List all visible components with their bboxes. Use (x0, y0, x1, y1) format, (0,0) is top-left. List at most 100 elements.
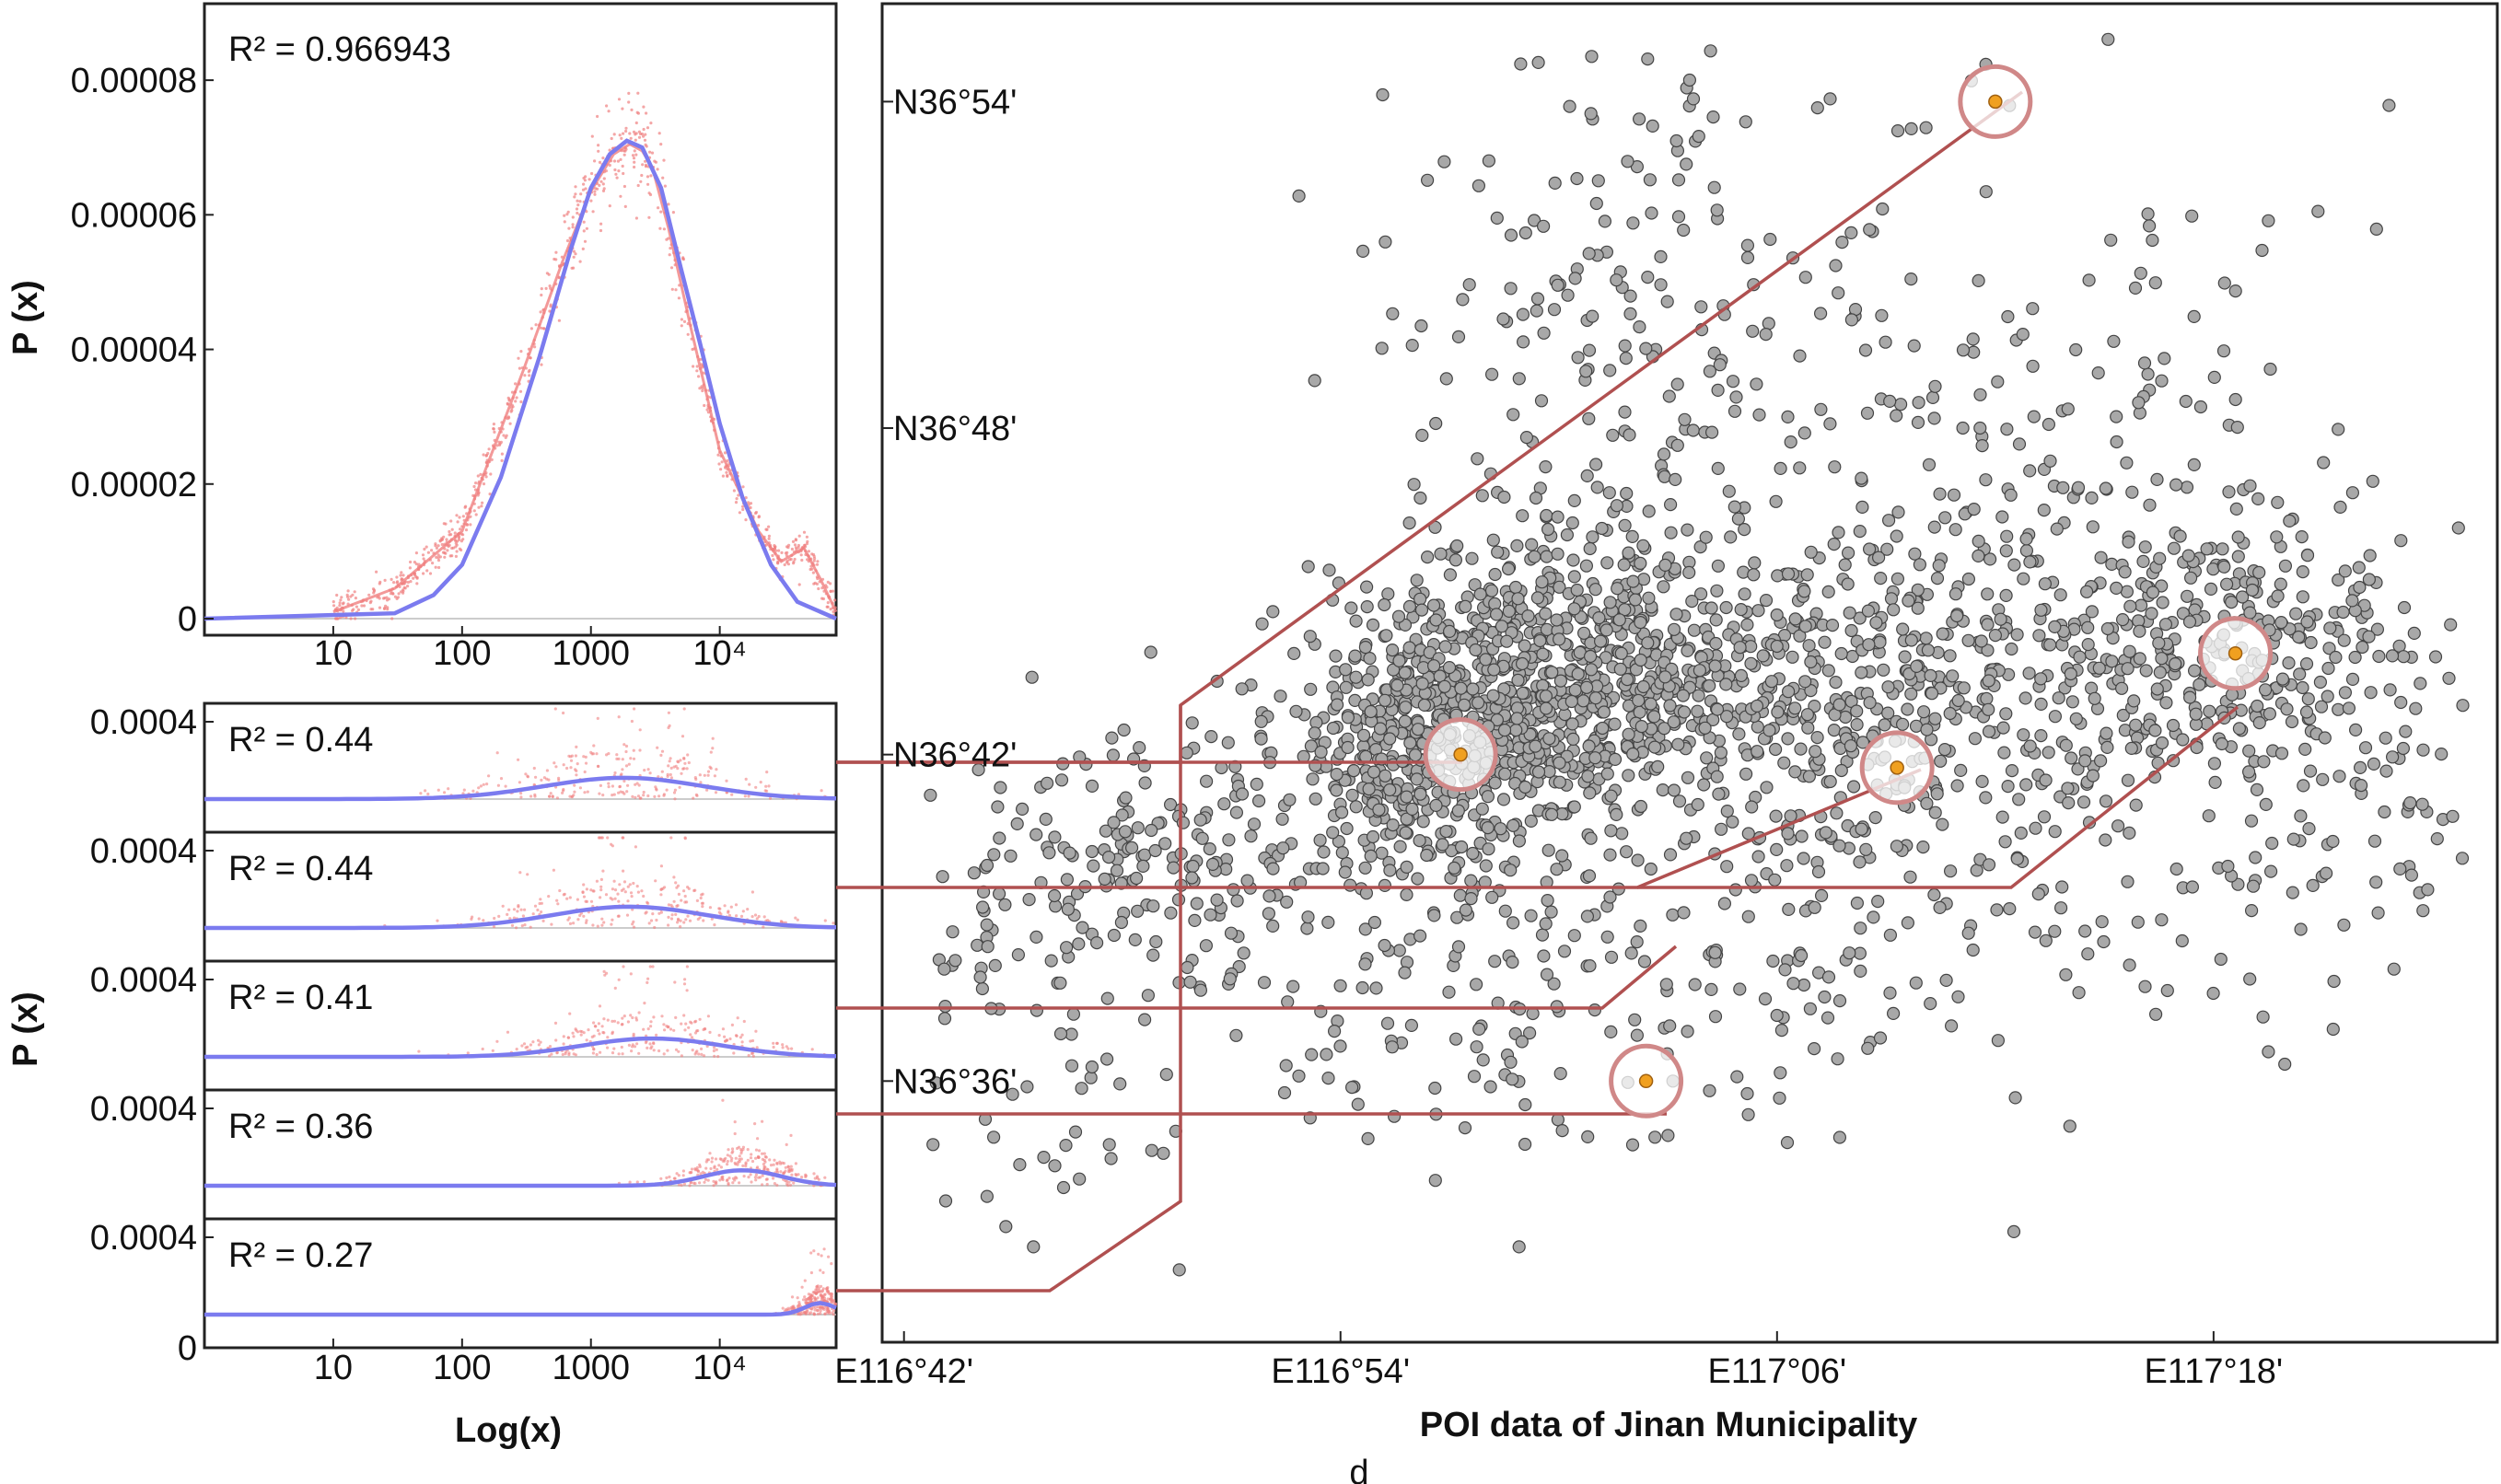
top-scatter-point (662, 158, 666, 162)
stack-scatter-point (611, 918, 614, 922)
poi-point (2094, 551, 2108, 564)
poi-point (1235, 787, 1250, 801)
top-scatter-point (425, 569, 429, 573)
poi-point (1501, 562, 1516, 576)
poi-point (1804, 545, 1818, 559)
stack-scatter-point (819, 1309, 822, 1313)
stack-scatter-point (645, 910, 648, 914)
poi-point (1797, 585, 1811, 598)
poi-point (1823, 92, 1837, 106)
poi-point (1287, 646, 1301, 661)
poi-point (1626, 747, 1640, 761)
top-scatter-point (472, 509, 476, 513)
poi-point (2017, 728, 2030, 742)
top-scatter-point (780, 551, 784, 555)
stack-scatter-point (657, 1049, 661, 1053)
stack-scatter-point (557, 776, 561, 780)
stack-scatter-point (693, 1168, 697, 1172)
poi-point (1275, 812, 1289, 826)
stack-scatter-point (673, 797, 677, 801)
top-scatter-point (450, 546, 454, 551)
poi-point (1961, 572, 1975, 586)
poi-point (1810, 730, 1824, 745)
poi-point (1404, 1018, 1419, 1033)
stack-scatter-point (702, 919, 705, 922)
stack-scatter-point (749, 1039, 752, 1043)
poi-point (1982, 702, 1995, 716)
stack-scatter-point (787, 1180, 791, 1184)
top-scatter-point (719, 468, 723, 471)
stack-scatter-point (708, 906, 713, 910)
stack-scatter-point (622, 779, 626, 783)
stack-scatter-point (635, 1042, 639, 1046)
poi-point (1913, 558, 1926, 572)
top-scatter-point (508, 422, 512, 425)
stack-ytick-label: 0.0004 (90, 1219, 197, 1258)
poi-point (2133, 624, 2146, 638)
stack-scatter-point (708, 1030, 712, 1034)
stack-scatter-point (788, 1183, 793, 1187)
top-scatter-point (608, 163, 611, 168)
poi-point (1355, 980, 1369, 995)
stack-scatter-point (539, 898, 542, 901)
poi-point (1727, 404, 1742, 418)
top-scatter-point (659, 143, 663, 146)
poi-point (1438, 640, 1452, 654)
stack-scatter-point (730, 1023, 735, 1026)
poi-point (1903, 870, 1917, 884)
poi-point (1617, 558, 1631, 572)
poi-point (1917, 705, 1931, 719)
poi-point (1515, 1035, 1529, 1049)
poi-point (2207, 757, 2221, 771)
poi-point (1672, 794, 1687, 808)
top-scatter-point (573, 195, 576, 199)
stack-scatter-point (649, 1025, 653, 1028)
stack-scatter-point (739, 1036, 743, 1039)
stack-scatter-point (695, 794, 699, 798)
poi-point (2121, 773, 2135, 787)
top-scatter-point (553, 257, 556, 261)
stack-scatter-point (816, 1305, 820, 1309)
poi-point (1266, 919, 1280, 933)
poi-point (1758, 991, 1773, 1006)
poi-point (1500, 634, 1514, 648)
top-scatter-point (599, 180, 603, 183)
top-scatter-point (636, 111, 641, 115)
stack-scatter-point (816, 1308, 820, 1312)
poi-point (1658, 722, 1671, 736)
poi-point (2321, 661, 2335, 676)
poi-point (1751, 850, 1765, 864)
poi-point (1861, 1041, 1875, 1055)
poi-point (1685, 594, 1699, 609)
poi-point (1881, 706, 1895, 720)
top-scatter-point (587, 178, 591, 181)
top-ytick-label: 0 (178, 600, 197, 639)
stack-xtick-label: 10 (314, 1349, 353, 1387)
poi-point (1251, 794, 1266, 808)
poi-point (926, 1138, 940, 1152)
stack-scatter-point (583, 791, 587, 794)
poi-point (1164, 906, 1178, 920)
stack-scatter-point (638, 728, 642, 732)
poi-point (2059, 738, 2073, 752)
stack-scatter-point (814, 1298, 818, 1302)
stack-scatter-point (573, 790, 576, 794)
stack-scatter-point (822, 1293, 826, 1297)
poi-point (1495, 620, 1509, 633)
poi-point (1146, 899, 1160, 913)
top-scatter-point (519, 400, 523, 404)
stack-scatter-point (672, 875, 676, 879)
stack-scatter-point (576, 898, 580, 901)
poi-point (1346, 763, 1361, 778)
stack-scatter-point (632, 920, 635, 924)
poi-point (2042, 417, 2055, 432)
top-scatter-point (622, 171, 625, 176)
stack-scatter-point (735, 914, 739, 918)
stack-scatter-point (655, 1033, 658, 1037)
poi-point (1476, 1053, 1490, 1067)
top-scatter-point (488, 493, 492, 496)
stack-scatter-point (646, 768, 650, 771)
poi-point (1713, 358, 1727, 372)
stack-scatter-point (621, 768, 624, 771)
top-scatter-point (811, 571, 816, 574)
